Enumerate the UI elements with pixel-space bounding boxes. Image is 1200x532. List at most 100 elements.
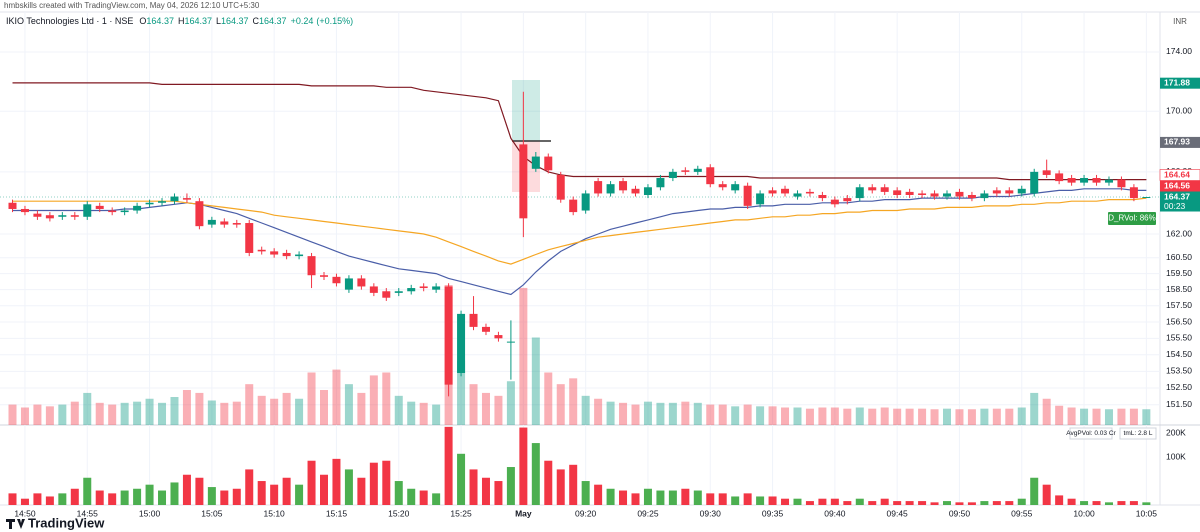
candle-body: [332, 276, 341, 284]
volume-bar: [756, 496, 765, 505]
legend-field-key: C: [253, 16, 260, 26]
candle-body: [581, 193, 590, 211]
x-tick-label: 09:30: [700, 508, 722, 518]
candle-body: [158, 201, 167, 203]
volume-overlay-bar: [1092, 408, 1101, 425]
volume-overlay-bar: [818, 407, 827, 425]
volume-bar: [781, 498, 790, 505]
candle-body: [781, 188, 790, 194]
candle-body: [1117, 179, 1126, 188]
candle-body: [469, 313, 478, 327]
legend-field-key: O: [139, 16, 146, 26]
volume-bar: [519, 427, 528, 505]
candle-body: [8, 202, 17, 209]
candle-body: [743, 185, 752, 206]
volume-overlay-bar: [382, 372, 391, 425]
legend-change-pct: (+0.15%): [316, 16, 353, 26]
y-tick-label: 170.00: [1166, 105, 1192, 115]
volume-bar: [245, 469, 254, 505]
price-label: 164.37: [1164, 191, 1190, 201]
candle-body: [382, 291, 391, 298]
volume-bar: [320, 474, 328, 505]
volume-bar: [158, 490, 167, 505]
volume-bar: [295, 484, 304, 505]
candle-body: [432, 286, 441, 290]
volume-overlay-bar: [295, 398, 304, 425]
volume-bar: [1042, 484, 1051, 505]
volume-overlay-bar: [843, 408, 852, 425]
volume-bar: [992, 501, 1001, 505]
candle-body: [818, 194, 827, 199]
volume-bar: [469, 469, 478, 505]
volume-bar: [407, 488, 416, 505]
volume-overlay-bar: [556, 384, 565, 425]
volume-overlay-bar: [133, 401, 142, 425]
y-tick-label: 158.50: [1166, 284, 1192, 294]
volume-overlay-bar: [182, 390, 191, 425]
volume-bar: [706, 493, 715, 505]
price-label: 171.88: [1164, 77, 1190, 87]
volume-bar: [1080, 501, 1089, 505]
volume-overlay-bar: [120, 402, 129, 425]
candle-body: [619, 181, 628, 191]
volume-bar: [619, 490, 628, 505]
candle-body: [195, 201, 204, 227]
volume-overlay-bar: [594, 398, 603, 425]
candle-body: [133, 205, 142, 211]
legend-field-key: L: [216, 16, 221, 26]
y-tick-label: 155.50: [1166, 333, 1192, 343]
x-tick-label: 09:20: [575, 508, 597, 518]
candles: [8, 91, 1151, 397]
volume-bar: [868, 501, 877, 505]
volume-bar: [1067, 498, 1076, 505]
candle-body: [805, 191, 814, 194]
x-tick-label: 09:45: [887, 508, 909, 518]
volume-bar: [432, 493, 441, 505]
candle-body: [320, 275, 328, 277]
volume-bar: [332, 458, 341, 505]
candle-body: [544, 156, 553, 171]
volume-overlay-bar: [743, 404, 752, 425]
volume-bar: [955, 502, 964, 505]
legend: IKIO Technologies Ltd · 1 · NSE O164.37 H1…: [6, 16, 353, 26]
y-tick-label: 157.50: [1166, 300, 1192, 310]
volume-overlay-bar: [344, 384, 353, 425]
volume-overlay-bar: [581, 395, 590, 425]
price-label-box: [1160, 77, 1200, 89]
volume-overlay-bar: [905, 408, 914, 425]
volume-overlay-bar: [1030, 392, 1039, 425]
x-tick-label: 15:20: [388, 508, 410, 518]
volume-bar: [681, 488, 690, 505]
candle-body: [1017, 188, 1026, 194]
price-countdown: 00:23: [1164, 201, 1186, 211]
volume-overlay-bar: [108, 404, 117, 425]
candle-body: [357, 278, 366, 287]
candle-body: [681, 170, 690, 172]
candle-body: [145, 202, 154, 205]
volume-overlay-bar: [619, 402, 628, 425]
volume-overlay-bar: [83, 392, 92, 425]
volume-overlay-bar: [718, 404, 727, 425]
candle-body: [506, 341, 515, 343]
candle-body: [1092, 178, 1101, 183]
volume-bar: [880, 498, 889, 505]
volume-bar: [743, 493, 752, 505]
candle-body: [855, 187, 864, 199]
volume-overlay-bar: [731, 406, 740, 425]
volume-overlay-bar: [282, 392, 291, 425]
price-label: 167.93: [1164, 137, 1190, 147]
volume-overlay-bar: [195, 392, 204, 425]
y-tick-label: 162.00: [1166, 228, 1192, 238]
candle-body: [232, 223, 241, 225]
volume-overlay-bar: [668, 402, 677, 425]
x-tick-label: 09:50: [949, 508, 971, 518]
candle-body: [569, 199, 578, 213]
x-tick-label: 09:55: [1011, 508, 1033, 518]
candle-body: [481, 326, 490, 332]
volume-bar: [569, 464, 578, 505]
volume-overlay-bar: [1080, 408, 1089, 425]
volume-overlay-bar: [170, 397, 179, 425]
volume-bar: [257, 481, 266, 505]
volume-overlay-bar: [1017, 407, 1026, 425]
x-tick-label: 14:55: [77, 508, 99, 518]
